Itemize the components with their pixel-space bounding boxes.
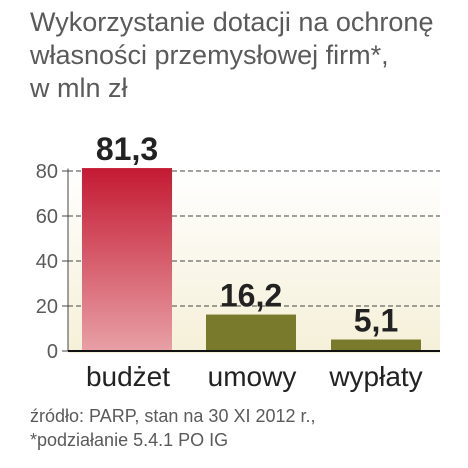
title-line-2: własności przemysłowej firm*, xyxy=(30,40,389,70)
y-tick-label-0: 0 xyxy=(47,341,58,363)
source-line-2: *podziałanie 5.4.1 PO IG xyxy=(30,430,229,450)
title-line-3: w mln zł xyxy=(30,73,128,103)
value-label-2: 5,1 xyxy=(354,303,398,339)
title-line-1: Wykorzystanie dotacji na ochronę xyxy=(30,7,434,37)
source-line-1: źródło: PARP, stan na 30 XI 2012 r., xyxy=(30,406,316,426)
bar-2 xyxy=(331,339,421,351)
source-note: źródło: PARP, stan na 30 XI 2012 r., *po… xyxy=(30,404,460,452)
bar-chart: 0 20 40 60 80 81,3 budżet 16,2 umowy 5,1 wypłaty xyxy=(36,131,440,392)
category-label-0: budżet xyxy=(86,361,170,392)
chart-title: Wykorzystanie dotacji na ochronę własnoś… xyxy=(30,6,460,105)
y-tick-label-20: 20 xyxy=(36,296,58,318)
y-tick-label-60: 60 xyxy=(36,206,58,228)
category-label-1: umowy xyxy=(208,361,297,392)
bar-0 xyxy=(82,168,172,351)
y-tick-label-80: 80 xyxy=(36,161,58,183)
value-label-1: 16,2 xyxy=(220,278,282,314)
value-label-0: 81,3 xyxy=(96,131,158,167)
y-tick-label-40: 40 xyxy=(36,251,58,273)
category-label-2: wypłaty xyxy=(328,361,422,392)
bar-1 xyxy=(206,314,296,351)
